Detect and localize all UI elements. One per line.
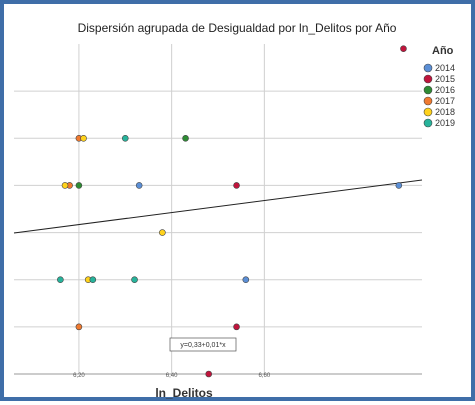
plot-area xyxy=(13,44,423,378)
scatter-chart: Dispersión agrupada de Desigualdad por l… xyxy=(13,21,455,400)
legend-label: 2015 xyxy=(435,74,455,84)
legend-marker xyxy=(423,118,433,128)
data-point-2014 xyxy=(395,182,403,189)
data-point-2014 xyxy=(135,182,143,189)
data-point-2015 xyxy=(400,45,407,53)
chart-title: Dispersión agrupada de Desigualdad por l… xyxy=(78,21,397,35)
data-point-2017 xyxy=(75,323,83,331)
x-tick-label: 6,40 xyxy=(166,373,178,379)
plot-background xyxy=(14,44,422,374)
data-point-2016 xyxy=(182,134,189,142)
legend-marker xyxy=(423,107,433,117)
data-point-2019 xyxy=(57,276,64,284)
legend-marker xyxy=(423,74,433,84)
data-point-2019 xyxy=(131,276,138,284)
data-point-2015 xyxy=(233,323,240,331)
data-point-2014 xyxy=(242,276,250,284)
legend-marker xyxy=(423,96,433,106)
legend-item-2014: 2014 xyxy=(423,63,455,73)
x-tick-labels: 6,20 6,40 6,60 xyxy=(73,373,271,379)
fit-line xyxy=(13,179,423,234)
legend-marker xyxy=(423,63,433,73)
data-points xyxy=(57,45,407,378)
legend-item-2018: 2018 xyxy=(423,107,455,117)
data-point-2015 xyxy=(205,370,213,378)
x-axis-label: ln_Delitos xyxy=(155,386,213,400)
x-tick-label: 6,20 xyxy=(73,373,85,379)
legend-item-2015: 2015 xyxy=(423,74,455,84)
data-point-2019 xyxy=(121,134,129,142)
data-point-2018 xyxy=(80,134,87,142)
legend-label: 2018 xyxy=(435,107,455,117)
legend-title: Año xyxy=(432,45,454,57)
legend-label: 2019 xyxy=(435,118,455,128)
legend-item-2016: 2016 xyxy=(423,85,455,95)
legend-item-2017: 2017 xyxy=(423,96,455,106)
data-point-2016 xyxy=(75,182,83,189)
fit-line-layer xyxy=(13,179,423,234)
data-point-2015 xyxy=(233,182,240,189)
fit-annotation: y=0,33+0,01*x xyxy=(169,337,237,352)
data-point-2018 xyxy=(61,182,69,189)
x-tick-label: 6,60 xyxy=(259,373,271,379)
fit-annotation-text: y=0,33+0,01*x xyxy=(180,342,226,349)
legend-item-2019: 2019 xyxy=(423,118,455,128)
legend-label: 2017 xyxy=(435,96,455,106)
data-point-2018 xyxy=(159,229,166,236)
legend-label: 2016 xyxy=(435,85,455,95)
legend-label: 2014 xyxy=(435,63,455,73)
data-point-2019 xyxy=(89,276,97,284)
fit-annotation-box xyxy=(169,337,237,352)
legend-marker xyxy=(423,85,433,95)
